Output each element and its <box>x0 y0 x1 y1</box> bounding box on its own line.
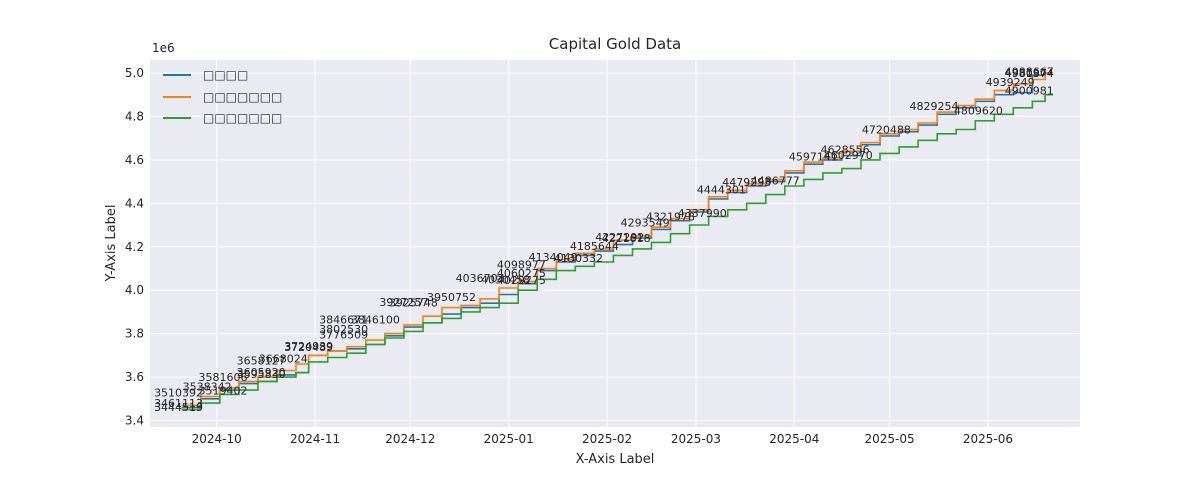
y-tick-label: 3.8 <box>125 327 144 341</box>
x-tick-label: 2025-05 <box>864 432 914 446</box>
legend: □□□□ □□□□□□□ □□□□□□□ <box>163 68 282 125</box>
data-label: 3950752 <box>427 291 476 304</box>
x-tick-label: 2024-10 <box>192 432 242 446</box>
data-label: 4185644 <box>570 240 619 253</box>
data-label: 4029275 <box>497 274 546 287</box>
data-label: 4227292 <box>595 231 644 244</box>
data-label: 4036703 <box>456 272 505 285</box>
data-label: 3605920 <box>237 366 286 379</box>
data-labels: 3444519346111335103923538342358160635194… <box>154 65 1054 413</box>
data-label: 4602970 <box>824 149 873 162</box>
plot-area <box>150 60 1080 427</box>
data-label: 4337990 <box>678 207 727 220</box>
data-label: 4809620 <box>954 104 1003 117</box>
data-label: 3658127 <box>237 354 286 367</box>
data-label: 3776509 <box>319 329 368 342</box>
data-label: 4060275 <box>497 267 546 280</box>
data-label: 4988667 <box>1005 65 1054 78</box>
legend-label-1: □□□□ <box>203 68 248 82</box>
x-tick-label: 2024-12 <box>385 432 435 446</box>
data-label: 4130332 <box>554 252 603 265</box>
data-label: 3444519 <box>154 401 203 414</box>
data-label: 3668024 <box>259 352 308 365</box>
y-tick-label: 4.4 <box>125 196 144 210</box>
x-axis-title: X-Axis Label <box>576 452 655 467</box>
y-axis-title: Y-Axis Label <box>104 205 119 283</box>
data-label: 3846100 <box>351 314 400 327</box>
data-label: 4980974 <box>1005 67 1054 80</box>
data-label: 3925748 <box>389 296 438 309</box>
data-label: 4900981 <box>1005 85 1054 98</box>
y-axis-offset-label: 1e6 <box>152 41 175 55</box>
data-label: 4939249 <box>986 76 1035 89</box>
x-tick-label: 2024-11 <box>290 432 340 446</box>
series-line-3 <box>181 93 1054 411</box>
data-label: 4479293 <box>722 176 771 189</box>
data-label: 4597141 <box>789 151 838 164</box>
data-label: 3538342 <box>183 380 232 393</box>
x-tick-label: 2025-03 <box>671 432 721 446</box>
data-label: 3595830 <box>237 368 286 381</box>
y-tick-label: 4.0 <box>125 283 144 297</box>
x-tick-label: 2025-06 <box>963 432 1013 446</box>
series-line-2 <box>181 72 1054 407</box>
chart-title: Capital Gold Data <box>549 35 681 53</box>
data-label: 3510392 <box>154 387 203 400</box>
x-tick-label: 2025-01 <box>484 432 534 446</box>
data-label: 4444301 <box>697 184 746 197</box>
data-label: 4293549 <box>621 216 670 229</box>
y-tick-label: 4.2 <box>125 240 144 254</box>
data-label: 3581606 <box>199 371 248 384</box>
data-label: 3720489 <box>284 341 333 354</box>
data-label: 4321978 <box>646 210 695 223</box>
x-tick-label: 2025-04 <box>769 432 819 446</box>
data-label: 4628556 <box>821 144 870 157</box>
legend-label-3: □□□□□□□ <box>203 111 282 125</box>
y-tick-label: 3.6 <box>125 370 144 384</box>
data-label: 3802530 <box>319 323 368 336</box>
legend-label-2: □□□□□□□ <box>203 90 282 104</box>
data-label: 4981374 <box>1005 67 1054 80</box>
data-label: 4134049 <box>529 251 578 264</box>
data-label: 4486777 <box>751 174 800 187</box>
y-tick-label: 4.8 <box>125 109 144 123</box>
axis-ticks: 2024-10 2024-11 2024-12 2025-01 2025-02 2025-… <box>125 66 1013 446</box>
data-label: 4829254 <box>909 100 958 113</box>
data-label: 4720488 <box>862 124 911 137</box>
data-label: 3724939 <box>284 340 333 353</box>
data-label: 4030458 <box>481 274 530 287</box>
data-label: 3927257 <box>379 296 428 309</box>
data-label: 3846671 <box>319 313 368 326</box>
series-lines <box>181 72 1054 411</box>
data-label: 3519402 <box>199 385 248 398</box>
data-label: 4098977 <box>497 259 546 272</box>
data-label: 4221618 <box>602 232 651 245</box>
y-tick-label: 4.6 <box>125 153 144 167</box>
x-tick-label: 2025-02 <box>582 432 632 446</box>
y-tick-label: 3.4 <box>125 413 144 427</box>
y-tick-label: 5.0 <box>125 66 144 80</box>
data-label: 3461113 <box>154 397 203 410</box>
